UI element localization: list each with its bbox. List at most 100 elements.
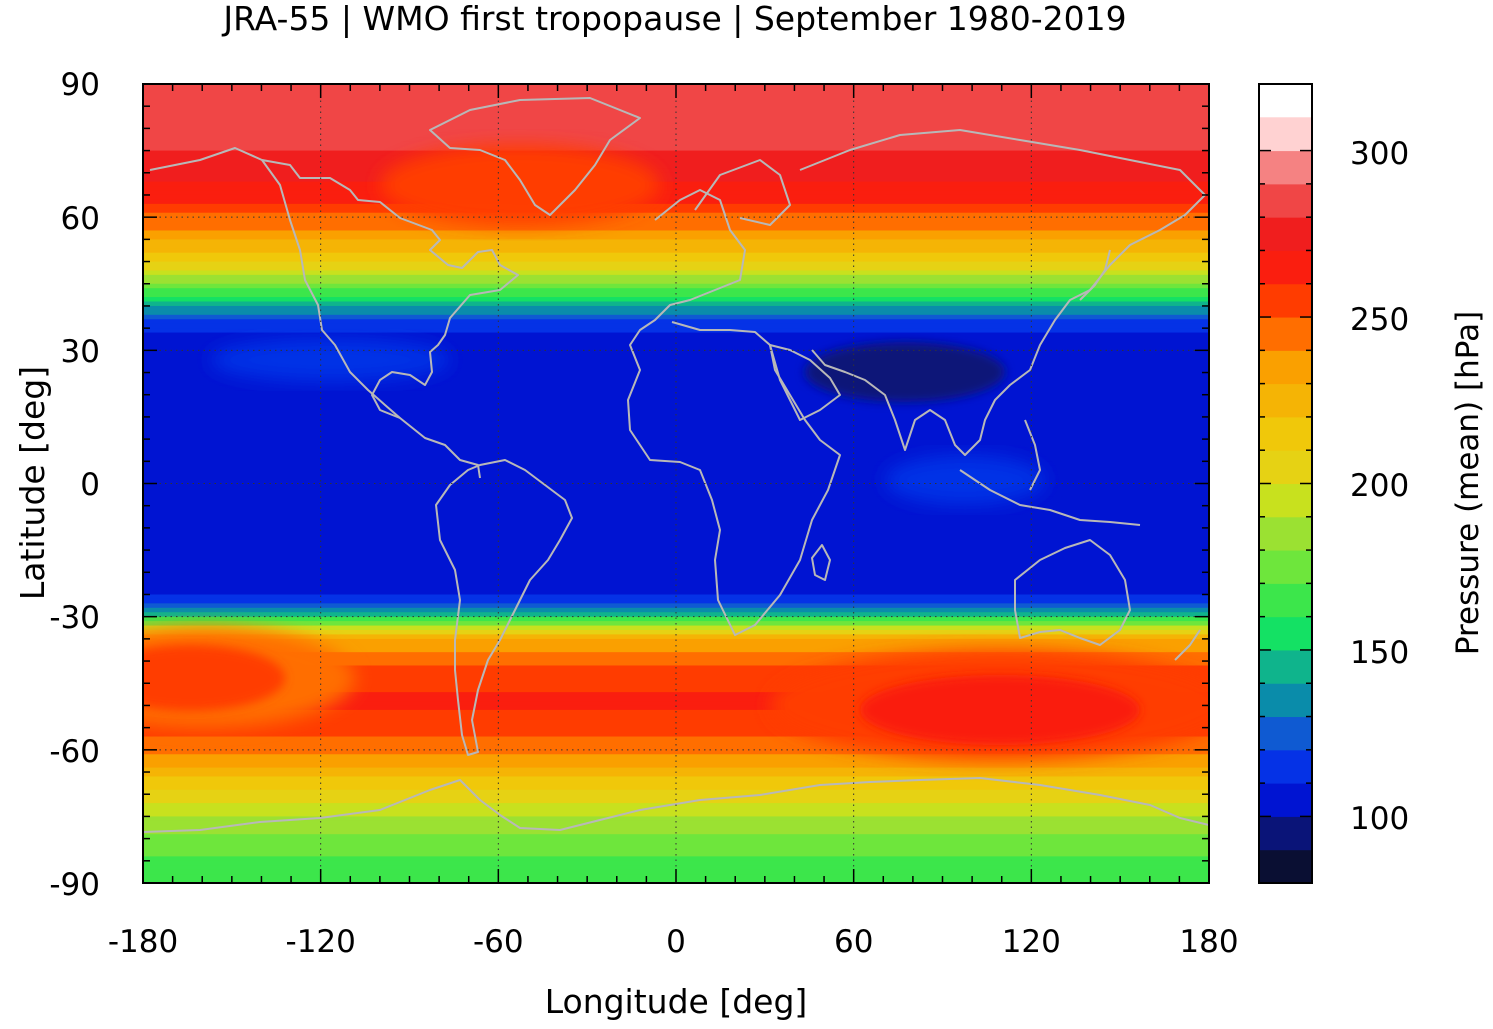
coast-australia xyxy=(1014,539,1131,646)
pressure-band xyxy=(143,501,1209,507)
pressure-band xyxy=(143,847,1209,853)
pressure-band xyxy=(143,243,1209,249)
pressure-band xyxy=(143,843,1209,849)
colorbar-cell xyxy=(1259,416,1312,451)
pressure-band xyxy=(143,452,1209,458)
pressure-band xyxy=(143,678,1209,684)
pressure-band xyxy=(143,612,1209,618)
pressure-band xyxy=(143,314,1209,320)
pressure-band xyxy=(143,816,1209,822)
pressure-band xyxy=(143,239,1209,245)
pressure-band xyxy=(143,350,1209,356)
north-atlantic-high xyxy=(380,145,660,225)
pressure-band xyxy=(143,776,1209,782)
coast-antarctica xyxy=(143,777,1209,833)
pressure-band xyxy=(143,376,1209,383)
pressure-band xyxy=(143,674,1209,680)
pressure-band xyxy=(143,110,1209,116)
pressure-band xyxy=(143,536,1209,542)
pressure-band xyxy=(143,532,1209,538)
pressure-band xyxy=(143,696,1209,702)
x-tick-label: -180 xyxy=(108,924,178,960)
pressure-band xyxy=(143,194,1209,201)
pressure-band xyxy=(143,163,1209,169)
pressure-band xyxy=(143,470,1209,476)
pressure-band xyxy=(143,403,1209,409)
pressure-band xyxy=(143,425,1209,431)
pressure-band xyxy=(143,363,1209,369)
chart-title: JRA-55 | WMO first tropopause | Septembe… xyxy=(221,0,1126,38)
pressure-band xyxy=(143,629,1209,636)
colorbar-tick-label: 100 xyxy=(1350,801,1409,837)
pressure-band xyxy=(143,217,1209,223)
colorbar-cell xyxy=(1259,849,1312,884)
pressure-band xyxy=(143,749,1209,755)
pressure-band xyxy=(143,132,1209,138)
pressure-band xyxy=(143,408,1209,414)
pressure-band xyxy=(143,177,1209,183)
pressure-band xyxy=(143,155,1209,161)
colorbar-cell xyxy=(1259,150,1312,185)
pressure-band xyxy=(143,97,1209,103)
pressure-band xyxy=(143,106,1209,112)
colorbar-cell xyxy=(1259,516,1312,551)
x-tick-label: 120 xyxy=(1002,924,1061,960)
pressure-band xyxy=(143,860,1209,866)
pressure-band xyxy=(143,305,1209,311)
colorbar-cell xyxy=(1259,550,1312,584)
pressure-band xyxy=(143,616,1209,622)
pressure-band xyxy=(143,288,1209,294)
colorbar-cell xyxy=(1259,250,1312,285)
colorbar-cell xyxy=(1259,783,1312,817)
pressure-band xyxy=(143,603,1209,609)
coast-philippines xyxy=(1024,419,1041,491)
pressure-band xyxy=(143,354,1209,360)
coast-greenland xyxy=(429,97,641,216)
pressure-band xyxy=(143,337,1209,343)
pressure-band xyxy=(143,372,1209,378)
pressure-band xyxy=(143,265,1209,272)
pressure-band xyxy=(143,669,1209,675)
pressure-band xyxy=(143,487,1209,493)
pressure-band xyxy=(143,718,1209,724)
colorbar-cells xyxy=(1259,117,1312,884)
coast-asia-north xyxy=(799,129,1206,456)
x-tick-label: -120 xyxy=(286,924,356,960)
pressure-band xyxy=(143,443,1209,449)
pressure-band xyxy=(143,727,1209,733)
pressure-band xyxy=(143,834,1209,840)
x-axis-label: Longitude [deg] xyxy=(545,982,808,1021)
pressure-band xyxy=(143,634,1209,640)
pressure-band xyxy=(143,168,1209,174)
pressure-band xyxy=(143,683,1209,689)
colorbar-cell xyxy=(1259,217,1312,251)
coast-arabia xyxy=(769,344,841,421)
y-tick-label: 30 xyxy=(61,334,100,370)
pressure-band xyxy=(143,519,1209,525)
x-tick-label: 0 xyxy=(666,924,686,960)
pressure-band xyxy=(143,523,1209,529)
pressure-band xyxy=(143,789,1209,795)
pressure-band xyxy=(143,492,1209,498)
pressure-band xyxy=(143,647,1209,653)
colorbar-cell xyxy=(1259,483,1312,518)
colorbar-cell xyxy=(1259,183,1312,218)
pressure-band xyxy=(143,141,1209,147)
pressure-band xyxy=(143,430,1209,436)
coast-north-america xyxy=(149,147,519,479)
coast-south-america xyxy=(435,459,573,756)
pressure-band xyxy=(143,257,1209,263)
pressure-band xyxy=(143,798,1209,804)
pressure-band xyxy=(143,474,1209,480)
x-tick-labels: -180 -120 -60 0 60 120 180 xyxy=(108,924,1239,960)
pressure-band xyxy=(143,856,1209,862)
colorbar-cell xyxy=(1259,816,1312,851)
coast-new-zealand xyxy=(1174,629,1201,661)
pressure-band xyxy=(143,510,1209,516)
pressure-band xyxy=(143,394,1209,400)
y-tick-label: -60 xyxy=(49,734,100,770)
colorbar-cell xyxy=(1259,583,1312,618)
pressure-band xyxy=(143,385,1209,391)
colorbar-tick-label: 300 xyxy=(1350,136,1409,172)
